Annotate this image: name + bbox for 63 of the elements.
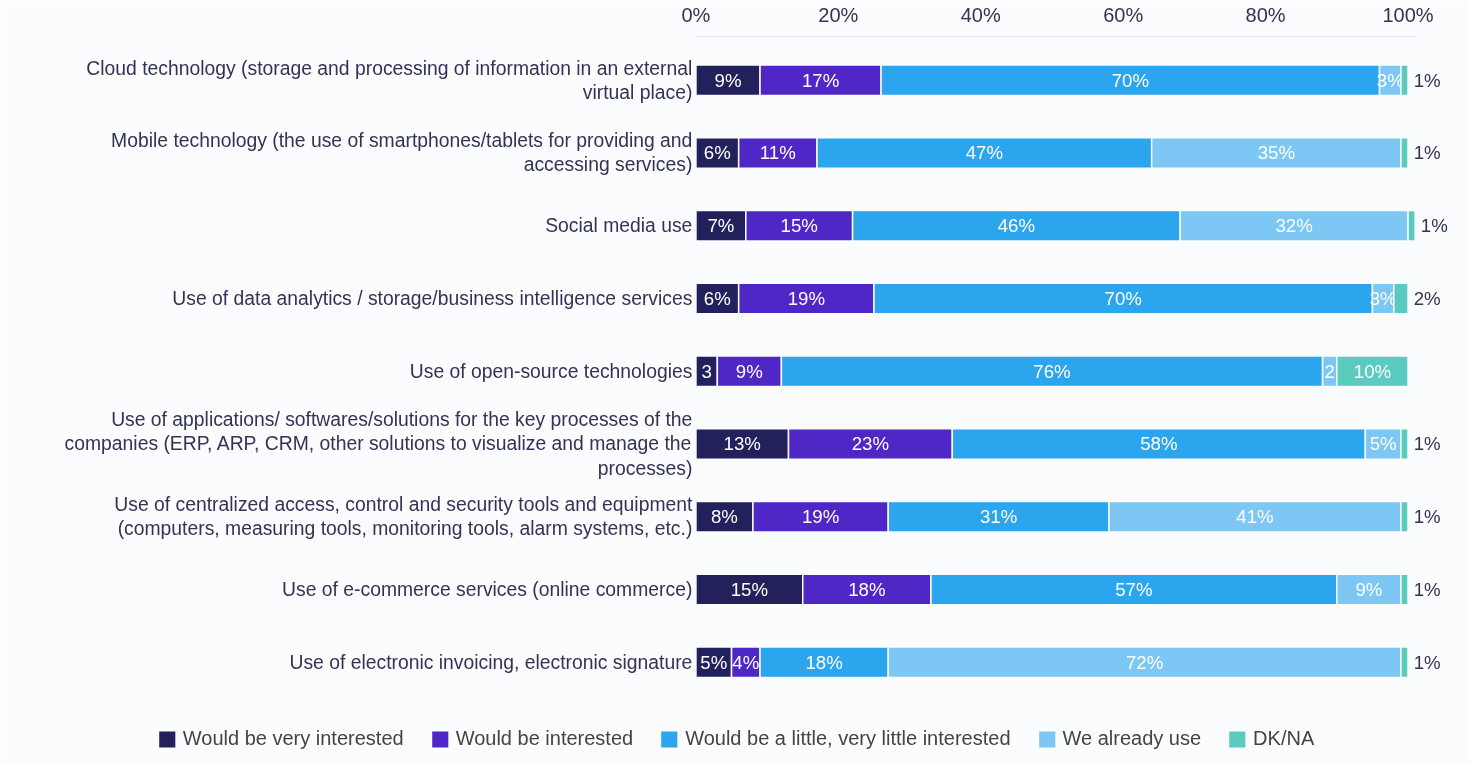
y-tick-label: Use of applications/ softwares/solutions for the key processes of the companies (ERP, ARP, CRM, other solutions to visualize and manage the processes)	[64, 409, 693, 479]
x-tick-label: 20%	[818, 3, 859, 26]
data-label: 41%	[1236, 506, 1274, 528]
y-tick-label: Use of electronic invoicing, electronic signature	[289, 651, 693, 673]
legend-label: DK/NA	[1253, 727, 1315, 750]
x-tick-label: 100%	[1382, 3, 1434, 26]
x-tick-label: 80%	[1245, 3, 1286, 26]
data-label: 1%	[1420, 215, 1448, 237]
data-label: 76%	[1033, 360, 1071, 382]
data-label: 7%	[707, 215, 735, 237]
data-label: 8%	[710, 506, 738, 528]
y-tick-label: Mobile technology (the use of smartphones/tablets for providing and accessing services)	[111, 130, 693, 176]
data-label: 19%	[787, 287, 825, 309]
x-tick-label: 0%	[681, 3, 711, 26]
data-label: 58%	[1140, 433, 1178, 455]
x-tick-label: 60%	[1103, 3, 1144, 26]
legend-label: Would be very interested	[182, 727, 404, 750]
y-tick-label: Use of data analytics / storage/business intelligence services	[172, 287, 693, 309]
data-label: 18%	[848, 579, 886, 601]
data-label: 6%	[703, 142, 731, 164]
data-label: 5%	[700, 651, 728, 673]
data-label: 1%	[1413, 579, 1441, 601]
y-tick-label: Use of e-commerce services (online commerce)	[282, 579, 693, 601]
data-label: 70%	[1111, 69, 1149, 91]
legend-label: Would be a little, very little interested	[685, 727, 1011, 750]
y-tick-label: Cloud technology (storage and processing of information in an external virtual place)	[86, 57, 693, 103]
data-label: 4%	[732, 651, 760, 673]
data-label: 31%	[979, 506, 1018, 528]
data-label: 2	[1324, 360, 1335, 382]
data-label: 3	[701, 360, 712, 382]
data-label: 15%	[780, 215, 818, 237]
data-label: 9%	[714, 69, 742, 91]
data-label: 9%	[1355, 579, 1383, 601]
data-label: 23%	[851, 433, 890, 455]
data-label: 13%	[723, 433, 761, 455]
legend-label: Would be interested	[455, 727, 634, 750]
data-label: 1%	[1413, 433, 1441, 455]
data-label: 18%	[805, 651, 843, 673]
data-label: 5%	[1369, 433, 1397, 455]
data-label: 1%	[1413, 142, 1441, 164]
data-label: 19%	[801, 506, 840, 528]
data-label: 1%	[1413, 69, 1441, 91]
data-label: 15%	[730, 579, 769, 601]
data-label: 35%	[1257, 142, 1295, 164]
data-label: 1%	[1413, 651, 1441, 673]
data-label: 70%	[1104, 287, 1142, 309]
data-label: 9%	[735, 360, 763, 382]
data-label: 72%	[1125, 651, 1164, 673]
data-label: 32%	[1275, 215, 1313, 237]
data-label: 47%	[965, 142, 1004, 164]
y-tick-label: Social media use	[545, 215, 693, 237]
data-label: 6%	[703, 287, 731, 309]
data-label: 46%	[997, 215, 1036, 237]
data-label: 11%	[759, 142, 796, 164]
data-label: 1%	[1413, 506, 1441, 528]
data-label: 57%	[1115, 579, 1153, 601]
y-tick-label: Use of centralized access, control and security tools and equipment (computers, measuring tools, monitoring tools, alarm systems, etc.)	[114, 494, 693, 540]
legend-label: We already use	[1062, 727, 1202, 750]
x-tick-label: 40%	[960, 3, 1002, 26]
data-label: 2%	[1413, 287, 1441, 309]
y-tick-label: Use of open-source technologies	[409, 360, 693, 382]
data-label: 17%	[801, 69, 840, 91]
data-label: 10%	[1353, 360, 1392, 382]
